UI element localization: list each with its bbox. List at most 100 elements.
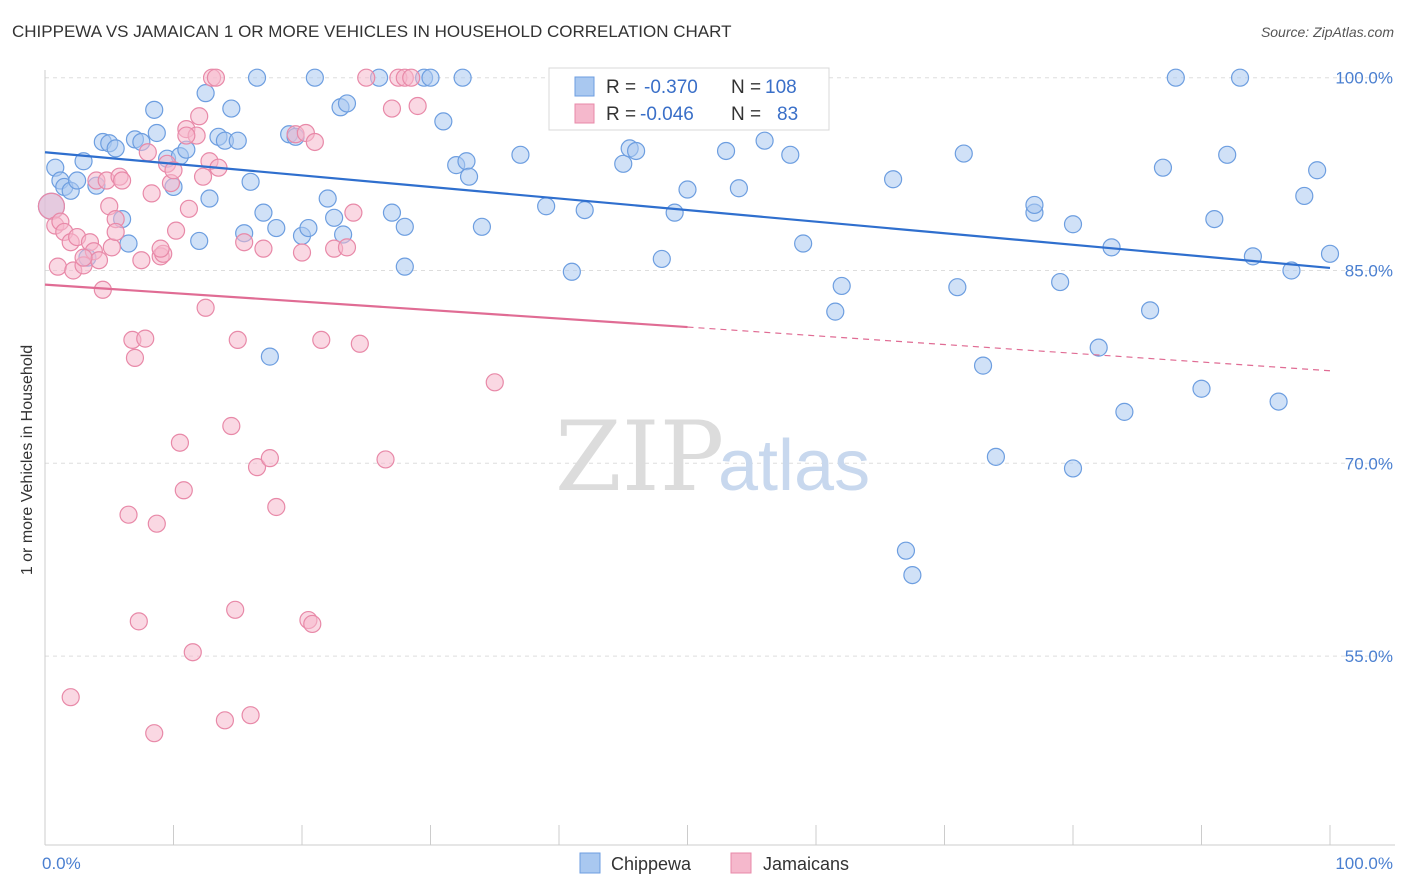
trend-lines [44, 151, 1331, 372]
chippewa-point [1140, 301, 1160, 320]
legend-r-label-1: R = [606, 77, 636, 98]
jamaicans-point [174, 481, 193, 500]
jamaicans-point [138, 143, 157, 162]
chippewa-point [1269, 392, 1288, 411]
chippewa-point [1166, 68, 1185, 87]
x-tick-label-min: 0.0% [42, 854, 81, 873]
chippewa-point [228, 131, 247, 150]
chippewa-point [1089, 338, 1108, 357]
chippewa-point [472, 217, 491, 236]
chippewa-point [325, 208, 344, 227]
chippewa-point [826, 302, 845, 321]
jamaicans-point [485, 373, 504, 392]
legend-r-label-2: R = [606, 104, 636, 125]
chippewa-point [305, 68, 324, 87]
jamaicans-point [267, 497, 286, 517]
chippewa-point [395, 217, 414, 236]
grid-lines [45, 77, 1390, 657]
jamaicans-point [215, 711, 234, 730]
chippewa-point [626, 141, 646, 161]
y-tick-label: 85.0% [1345, 261, 1393, 280]
jamaicans-point [337, 238, 357, 257]
chippewa-point [1320, 244, 1340, 263]
chippewa-point [453, 68, 472, 87]
chippewa-point [337, 94, 357, 113]
x-tick-labels: 0.0% 100.0% [42, 854, 1393, 873]
watermark-zip: ZIP [555, 401, 724, 513]
jamaicans-point [142, 184, 161, 203]
chippewa-point [459, 167, 479, 186]
jamaicans-point [260, 449, 279, 468]
y-tick-labels: 100.0% 85.0% 70.0% 55.0% [1335, 69, 1393, 666]
chippewa-point [1153, 158, 1173, 177]
x-tick-label-max: 100.0% [1335, 854, 1393, 873]
jamaicans-point [119, 505, 138, 524]
jamaicans-point [206, 68, 226, 87]
chippewa-point [665, 203, 684, 222]
jamaicans-point [179, 199, 199, 218]
chippewa-point [678, 180, 697, 199]
chippewa-point [1295, 186, 1314, 206]
bottom-legend-swatch-jamaicans [730, 852, 752, 874]
chippewa-point [511, 145, 530, 164]
chippewa-point [973, 356, 993, 375]
jamaicans-point [132, 251, 151, 270]
page-title: CHIPPEWA VS JAMAICAN 1 OR MORE VEHICLES … [12, 22, 732, 41]
chippewa-point [883, 170, 903, 189]
chippewa-point [755, 131, 774, 150]
chippewa-point [1115, 402, 1134, 421]
chippewa-point [200, 189, 219, 208]
legend-r-value-1: -0.370 [644, 77, 698, 98]
jamaicans-point [102, 238, 121, 257]
chippewa-point [896, 541, 916, 560]
chippewa-point [652, 249, 671, 269]
bottom-legend-jamaicans: Jamaicans [763, 854, 849, 874]
chippewa-point [421, 68, 440, 87]
jamaicans-trend-line-extension [687, 326, 1331, 372]
jamaicans-point [48, 257, 67, 276]
jamaicans-point [193, 167, 213, 186]
chippewa-point [1051, 272, 1070, 292]
axes [44, 70, 1395, 846]
chippewa-point [1282, 261, 1301, 280]
chippewa-point [382, 203, 402, 222]
jamaicans-point [222, 416, 241, 436]
jamaicans-point [136, 329, 155, 348]
chippewa-point [1205, 209, 1224, 229]
chippewa-point [318, 189, 337, 208]
bottom-legend-chippewa: Chippewa [611, 854, 692, 874]
jamaicans-point [129, 612, 148, 631]
chippewa-point [106, 139, 125, 158]
y-tick-label: 100.0% [1335, 69, 1393, 88]
legend: R = -0.370 N = 108 R = -0.046 N = 83 [548, 67, 830, 131]
watermark: ZIP atlas [555, 401, 870, 513]
chippewa-point [222, 99, 241, 118]
jamaicans-point [408, 96, 427, 116]
chippewa-point [716, 141, 736, 161]
chippewa-point [1063, 459, 1083, 478]
chippewa-point [948, 278, 967, 297]
chippewa-point [254, 203, 273, 222]
chippewa-point [794, 234, 813, 253]
jamaicans-point [190, 107, 209, 126]
legend-n-value-1: 108 [765, 77, 797, 98]
chippewa-point [1230, 68, 1250, 87]
chippewa-point [68, 171, 87, 190]
legend-swatch-pink [574, 103, 595, 124]
chippewa-point [457, 152, 476, 171]
chippewa-point [299, 218, 318, 238]
jamaicans-point [145, 724, 164, 743]
jamaicans-point [147, 514, 166, 533]
jamaicans-point [226, 600, 245, 619]
chippewa-point [1063, 215, 1083, 234]
jamaicans-point [106, 222, 125, 242]
jamaicans-point [241, 706, 260, 725]
chippewa-point [1218, 145, 1237, 164]
chippewa-point [196, 84, 215, 103]
jamaicans-point [196, 298, 215, 317]
jamaicans-point [61, 688, 80, 707]
chippewa-point [832, 276, 851, 296]
jamaicans-point [382, 99, 402, 118]
bottom-legend-swatch-chippewa [579, 852, 601, 874]
